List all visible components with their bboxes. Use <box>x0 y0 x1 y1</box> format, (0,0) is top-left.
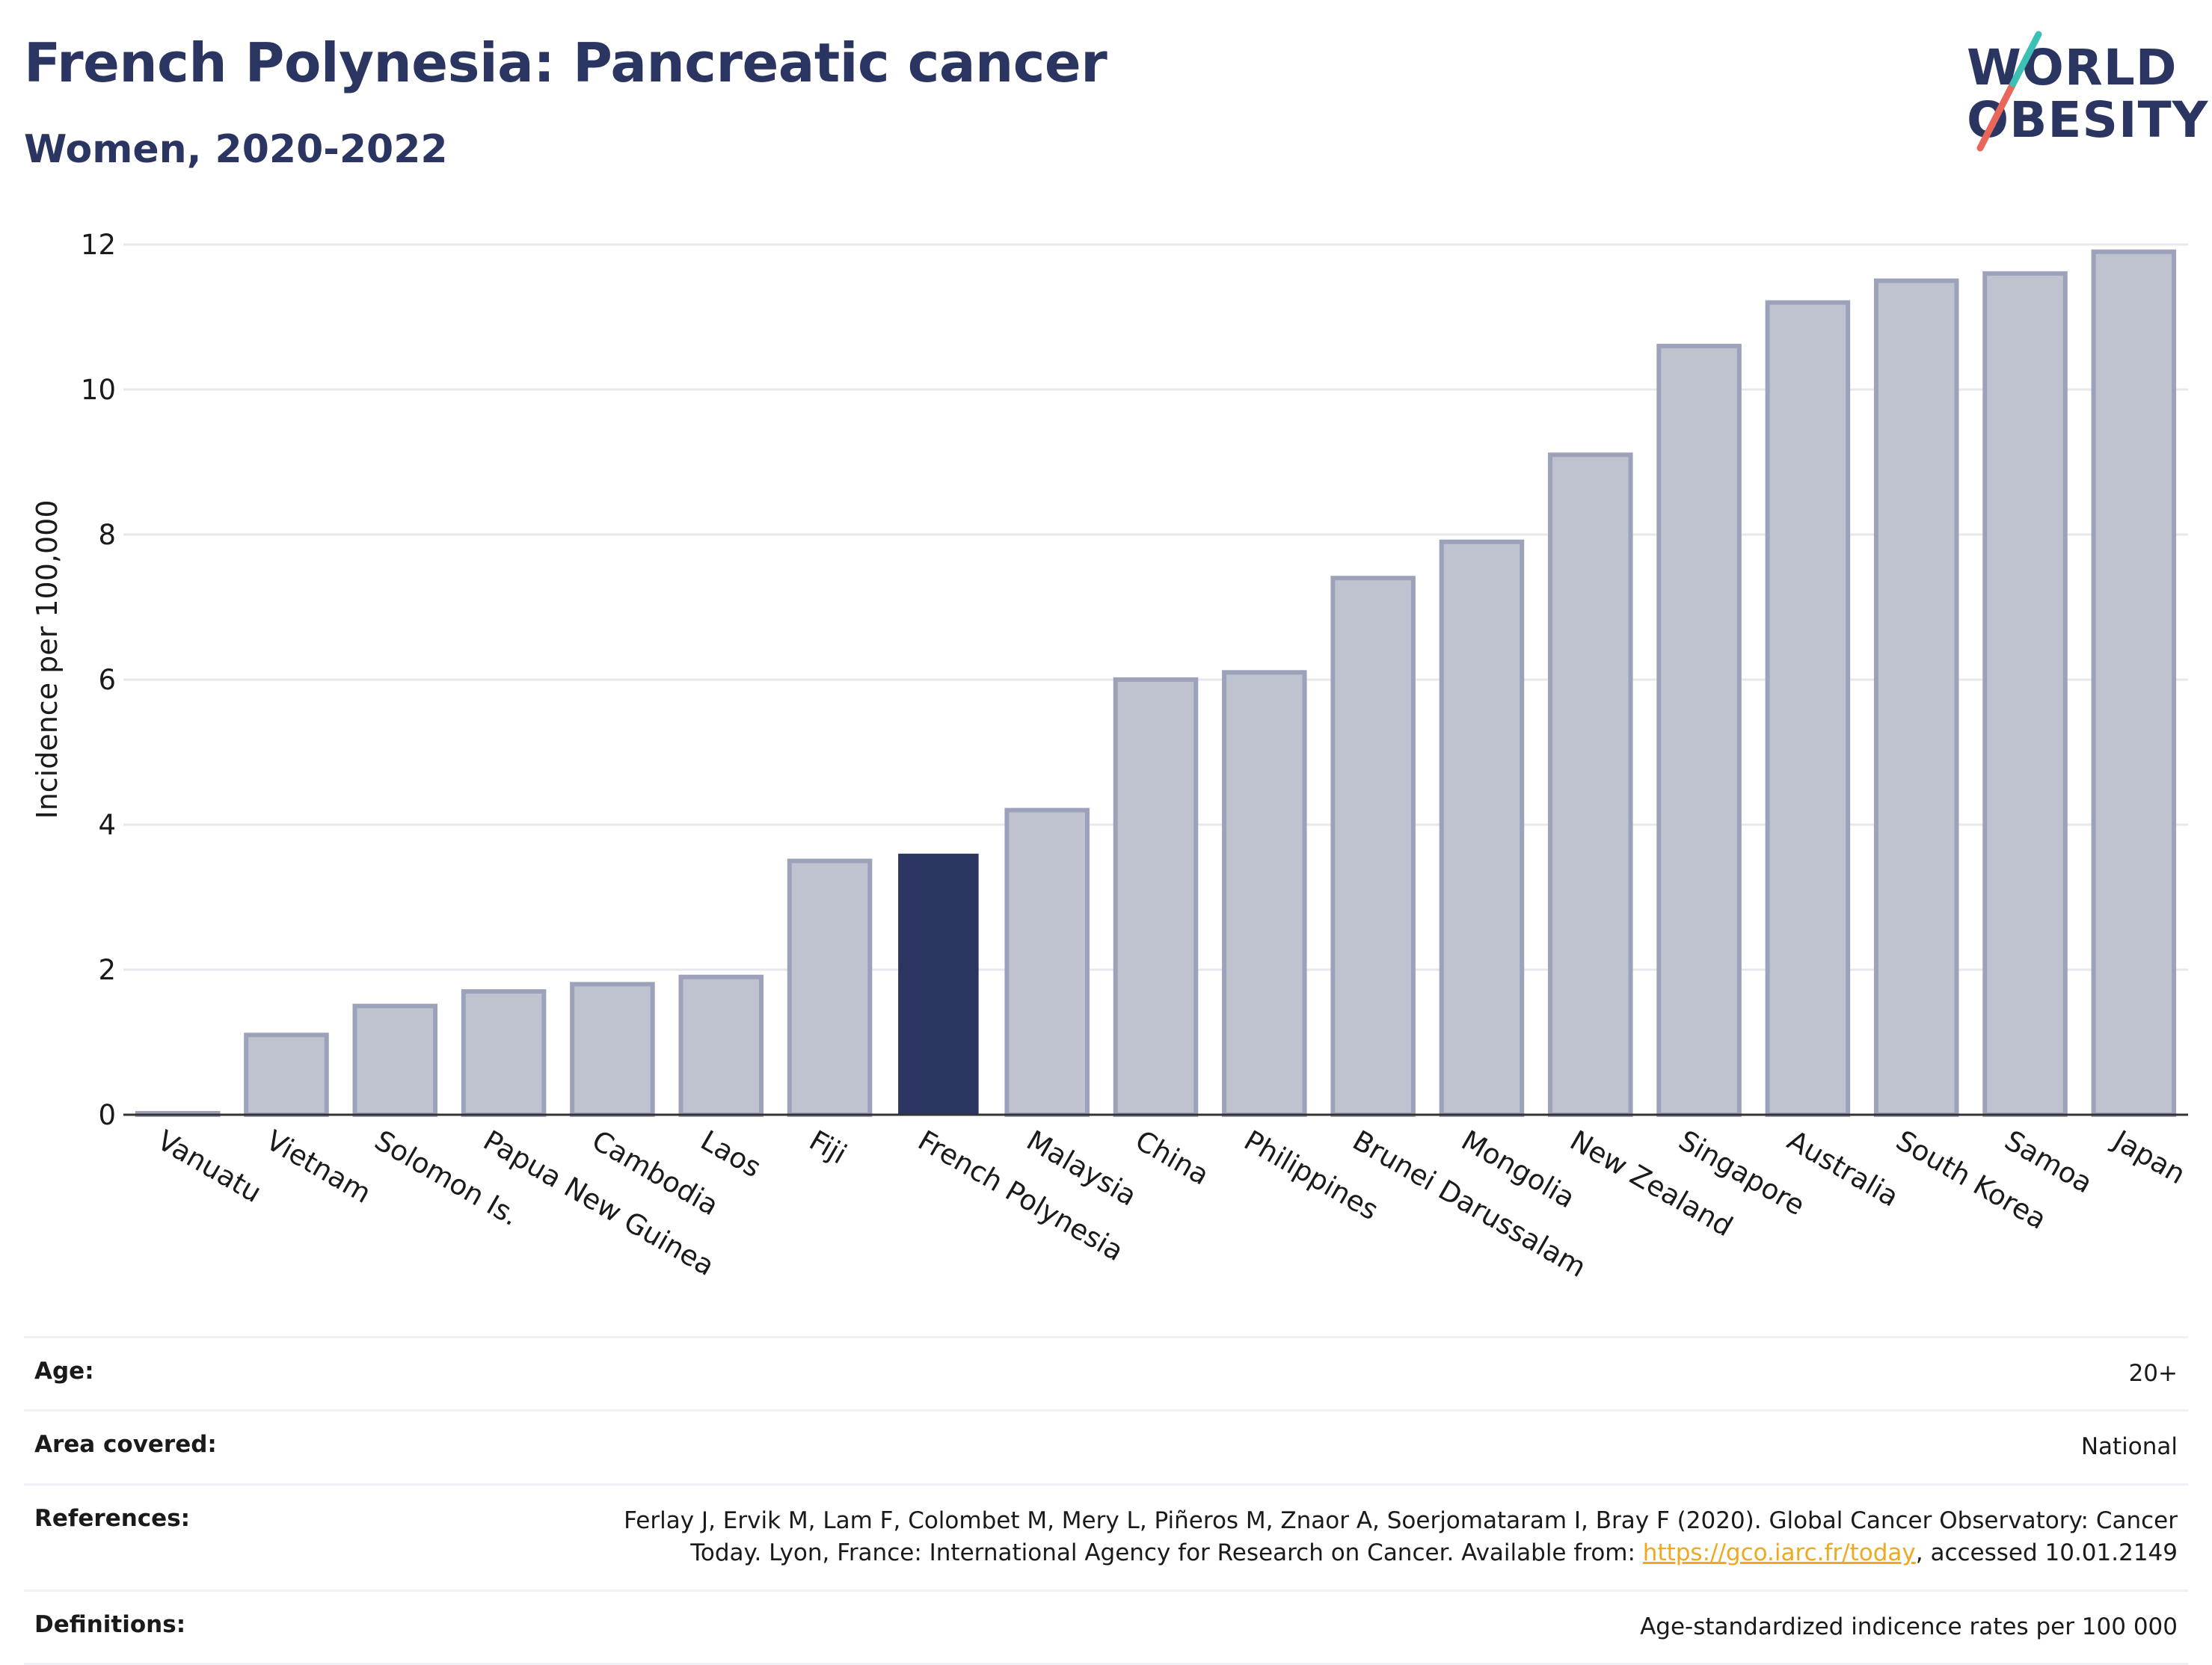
x-tick-label: Laos <box>695 1124 766 1184</box>
bar <box>1439 539 1525 1117</box>
bar <box>1222 670 1307 1117</box>
world-obesity-logo: WORLD OBESITY <box>1967 21 2208 156</box>
age-label: Age: <box>24 1335 494 1412</box>
area-value: National <box>494 1409 2188 1486</box>
definitions-value: Age-standardized indicence rates per 100… <box>494 1589 2188 1665</box>
x-tick-label: Fiji <box>804 1124 852 1171</box>
y-tick-label: 12 <box>81 229 116 261</box>
bar <box>1113 677 1199 1117</box>
logo-line1: WORLD <box>1967 39 2178 96</box>
bar <box>678 974 764 1117</box>
references-text-post: , accessed 10.01.2149 <box>1915 1539 2178 1567</box>
x-tick-label: Vietnam <box>260 1124 376 1210</box>
bar <box>1004 807 1090 1117</box>
bar <box>244 1032 329 1118</box>
bar <box>570 982 655 1118</box>
y-tick-label: 10 <box>81 374 116 406</box>
y-tick-label: 4 <box>98 809 116 841</box>
x-tick-label: Japan <box>2107 1124 2191 1191</box>
bars <box>123 249 2188 1118</box>
x-tick-label: French Polynesia <box>912 1124 1128 1268</box>
info-row-age: Age: 20+ <box>24 1335 2188 1412</box>
age-value: 20+ <box>494 1335 2188 1412</box>
references-text-pre: Today. Lyon, France: International Agenc… <box>690 1539 1643 1567</box>
bar <box>898 853 979 1115</box>
bar <box>352 1003 438 1117</box>
page-title: French Polynesia: Pancreatic cancer <box>24 31 1107 94</box>
bar <box>1547 452 1633 1117</box>
y-tick-label: 0 <box>98 1099 116 1131</box>
logo-line2: OBESITY <box>1967 91 2209 149</box>
y-axis-ticks: 0 2 4 6 8 10 12 <box>81 229 116 1131</box>
bar <box>461 989 547 1117</box>
bar <box>2091 249 2177 1118</box>
info-row-area: Area covered: National <box>24 1409 2188 1486</box>
y-tick-label: 8 <box>98 519 116 551</box>
y-axis-label: Incidence per 100,000 <box>31 499 64 819</box>
info-table: Age: 20+ Area covered: National Referenc… <box>24 1335 2188 1665</box>
page-subtitle: Women, 2020-2022 <box>24 127 448 172</box>
bar <box>1765 300 1851 1118</box>
bar <box>1982 271 2068 1117</box>
y-tick-label: 2 <box>98 954 116 986</box>
definitions-label: Definitions: <box>24 1589 494 1665</box>
references-text-line1: Ferlay J, Ervik M, Lam F, Colombet M, Me… <box>624 1506 2178 1534</box>
references-label: References: <box>24 1483 494 1592</box>
bar <box>787 858 873 1117</box>
x-tick-label: China <box>1130 1124 1214 1192</box>
logo-slash-icon <box>1976 31 2042 152</box>
info-row-references: References: Ferlay J, Ervik M, Lam F, Co… <box>24 1483 2188 1592</box>
bar <box>1656 343 1742 1117</box>
y-tick-label: 6 <box>98 664 116 696</box>
references-value: Ferlay J, Ervik M, Lam F, Colombet M, Me… <box>494 1483 2188 1592</box>
info-row-definitions: Definitions: Age-standardized indicence … <box>24 1589 2188 1665</box>
bar <box>1873 278 1959 1117</box>
references-link[interactable]: https://gco.iarc.fr/today <box>1642 1539 1916 1567</box>
area-label: Area covered: <box>24 1409 494 1486</box>
x-tick-label: Vanuatu <box>152 1124 267 1210</box>
bar <box>1330 576 1416 1117</box>
